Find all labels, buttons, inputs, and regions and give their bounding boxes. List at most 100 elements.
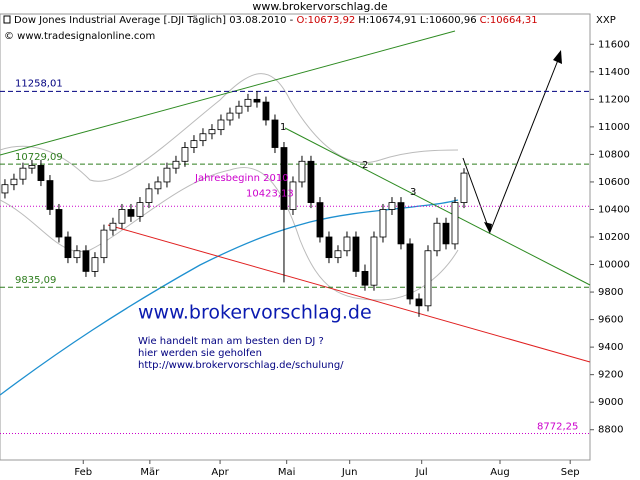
trendline-lower bbox=[107, 224, 591, 363]
y-tick-label: 11400 bbox=[598, 67, 630, 78]
candle-body bbox=[19, 167, 27, 180]
candle-body bbox=[118, 209, 126, 224]
level-label: 11258,01 bbox=[15, 78, 63, 89]
plot-area bbox=[0, 13, 591, 461]
candle-body bbox=[127, 209, 135, 217]
candle-body bbox=[343, 236, 351, 252]
annotation: 2 bbox=[362, 160, 368, 171]
candle-body bbox=[262, 101, 270, 121]
note: http://www.brokervorschlag.de/schulung/ bbox=[138, 360, 344, 371]
candle-body bbox=[280, 147, 288, 210]
candle-body bbox=[298, 160, 306, 183]
candle-body bbox=[37, 165, 45, 181]
y-tick-label: 9400 bbox=[598, 342, 623, 353]
site: www.brokervorschlag.de bbox=[252, 0, 388, 13]
candle-body bbox=[82, 250, 90, 272]
axis-label: XXP bbox=[596, 15, 616, 26]
candle-body bbox=[163, 167, 171, 183]
y-tick-label: 9000 bbox=[598, 397, 623, 408]
candle-body bbox=[379, 209, 387, 238]
x-tick-label: Jun bbox=[341, 467, 358, 478]
candle-body bbox=[253, 98, 261, 103]
candle-body bbox=[244, 98, 252, 107]
annotation: Jahresbeginn 2010 bbox=[194, 173, 289, 184]
ohlc-label: O:10673,92 bbox=[297, 15, 356, 26]
x-tick-label: Sep bbox=[561, 467, 580, 478]
chart-title: Dow Jones Industrial Average [.DJI Tägli… bbox=[14, 15, 538, 26]
candle-body bbox=[181, 147, 189, 162]
level-label: 8772,25 bbox=[537, 422, 578, 433]
y-tick-label: 11600 bbox=[598, 39, 630, 50]
candle-body bbox=[289, 181, 297, 210]
candle-body bbox=[352, 236, 360, 272]
candle-body bbox=[55, 209, 63, 238]
y-tick-label: 10800 bbox=[598, 149, 630, 160]
y-tick-label: 8800 bbox=[598, 425, 623, 436]
annotation: 1 bbox=[280, 122, 286, 133]
candle-body bbox=[100, 229, 108, 259]
level-label: 10423,13 bbox=[246, 188, 294, 199]
candle-body bbox=[316, 202, 324, 238]
candle-body bbox=[73, 250, 81, 259]
candle-body bbox=[460, 172, 468, 203]
candle-body bbox=[406, 243, 414, 300]
icon bbox=[3, 15, 11, 24]
candle-body bbox=[451, 202, 459, 245]
candle-body bbox=[10, 178, 18, 186]
y-tick-label: 10000 bbox=[598, 260, 630, 271]
y-tick-label: 11000 bbox=[598, 122, 630, 133]
candle-body bbox=[361, 271, 369, 286]
ohlc-label: C:10664,31 bbox=[480, 15, 538, 26]
candle-body bbox=[235, 105, 243, 114]
arrow-head bbox=[553, 50, 562, 64]
copyright: © www.tradesignalonline.com bbox=[4, 31, 155, 42]
level-label: 10729,09 bbox=[15, 152, 63, 163]
x-tick-label: Apr bbox=[211, 467, 229, 478]
candle-body bbox=[226, 112, 234, 121]
x-tick-label: Feb bbox=[74, 467, 92, 478]
title-text: Dow Jones Industrial Average [.DJI Tägli… bbox=[14, 15, 294, 26]
annotation: 3 bbox=[410, 187, 416, 198]
candle-body bbox=[424, 250, 432, 307]
trendline-down bbox=[284, 127, 591, 286]
candle-body bbox=[136, 202, 144, 217]
y-tick-label: 11200 bbox=[598, 94, 630, 105]
ohlc-label: H:10674,91 bbox=[358, 15, 417, 26]
candle-body bbox=[397, 202, 405, 245]
y-tick-label: 9800 bbox=[598, 287, 623, 298]
note: Wie handelt man am besten den DJ ? bbox=[138, 336, 324, 347]
candle-body bbox=[370, 236, 378, 286]
y-tick-label: 10600 bbox=[598, 177, 630, 188]
candle-body bbox=[415, 298, 423, 307]
level-label: 9835,09 bbox=[15, 275, 56, 286]
candle-body bbox=[199, 133, 207, 142]
candle-body bbox=[388, 202, 396, 210]
y-tick-label: 10200 bbox=[598, 232, 630, 243]
candle-body bbox=[442, 222, 450, 245]
candle-body bbox=[46, 180, 54, 210]
arrow bbox=[462, 157, 491, 233]
candle-body bbox=[154, 181, 162, 190]
ohlc-label: L:10600,96 bbox=[420, 15, 477, 26]
note: hier werden sie geholfen bbox=[138, 348, 262, 359]
candle-body bbox=[145, 188, 153, 203]
x-tick-label: Aug bbox=[490, 467, 510, 478]
candle-body bbox=[190, 140, 198, 148]
candle-body bbox=[1, 184, 9, 194]
y-tick-label: 10400 bbox=[598, 204, 630, 215]
candle-body bbox=[109, 222, 117, 231]
band-upper bbox=[0, 73, 459, 182]
candle-body bbox=[91, 257, 99, 272]
candle-body bbox=[208, 129, 216, 135]
candle-body bbox=[28, 165, 36, 169]
candle-body bbox=[64, 236, 72, 259]
x-tick-label: Mär bbox=[140, 467, 160, 478]
trendline-upper bbox=[0, 30, 456, 156]
promo: www.brokervorschlag.de bbox=[138, 302, 372, 324]
candle-body bbox=[217, 119, 225, 131]
candle-body bbox=[334, 250, 342, 259]
candle-body bbox=[325, 236, 333, 259]
x-tick-label: Mai bbox=[278, 467, 296, 478]
